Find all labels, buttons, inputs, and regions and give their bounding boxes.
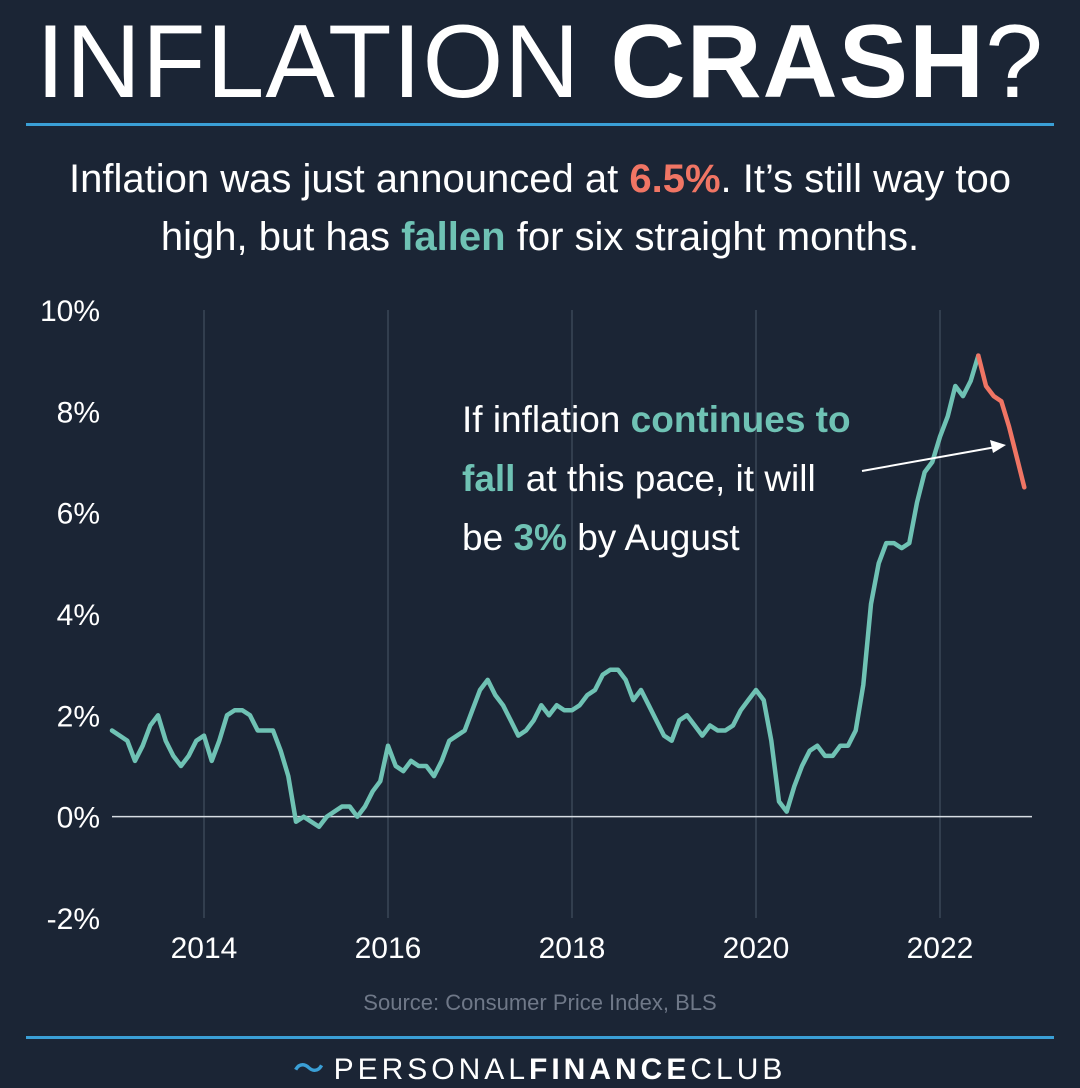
y-tick-label: 6%	[57, 498, 100, 531]
fallen-highlight: fallen	[401, 215, 506, 259]
recent-decline-line	[976, 353, 1027, 490]
top-divider	[26, 123, 1054, 126]
inflation-rate-highlight: 6.5%	[629, 157, 721, 201]
y-tick-label: 0%	[57, 802, 100, 835]
y-tick-label: 2%	[57, 700, 100, 733]
annotation-arrow	[861, 446, 997, 472]
x-tick-label: 2016	[355, 932, 422, 965]
inflation-series-line	[109, 353, 981, 830]
brand-footer: 〜 PERSONALFINANCECLUB	[293, 1053, 787, 1086]
x-tick-label: 2014	[171, 932, 238, 965]
subtitle: Inflation was just announced at 6.5%. It…	[68, 157, 1011, 259]
y-tick-label: 8%	[57, 396, 100, 429]
page-title: INFLATION CRASH?	[36, 4, 1044, 120]
y-tick-label: 10%	[40, 295, 100, 328]
annotation-text: If inflation continues to fall at this p…	[462, 399, 851, 558]
y-tick-label: -2%	[47, 903, 100, 936]
y-tick-label: 4%	[57, 599, 100, 632]
bottom-divider	[26, 1036, 1054, 1039]
source-note: Source: Consumer Price Index, BLS	[363, 990, 717, 1015]
x-tick-label: 2022	[907, 932, 974, 965]
trend-logo-icon: 〜	[293, 1053, 328, 1086]
x-tick-label: 2020	[723, 932, 790, 965]
annotation-arrowhead	[990, 440, 1006, 453]
x-tick-label: 2018	[539, 932, 606, 965]
